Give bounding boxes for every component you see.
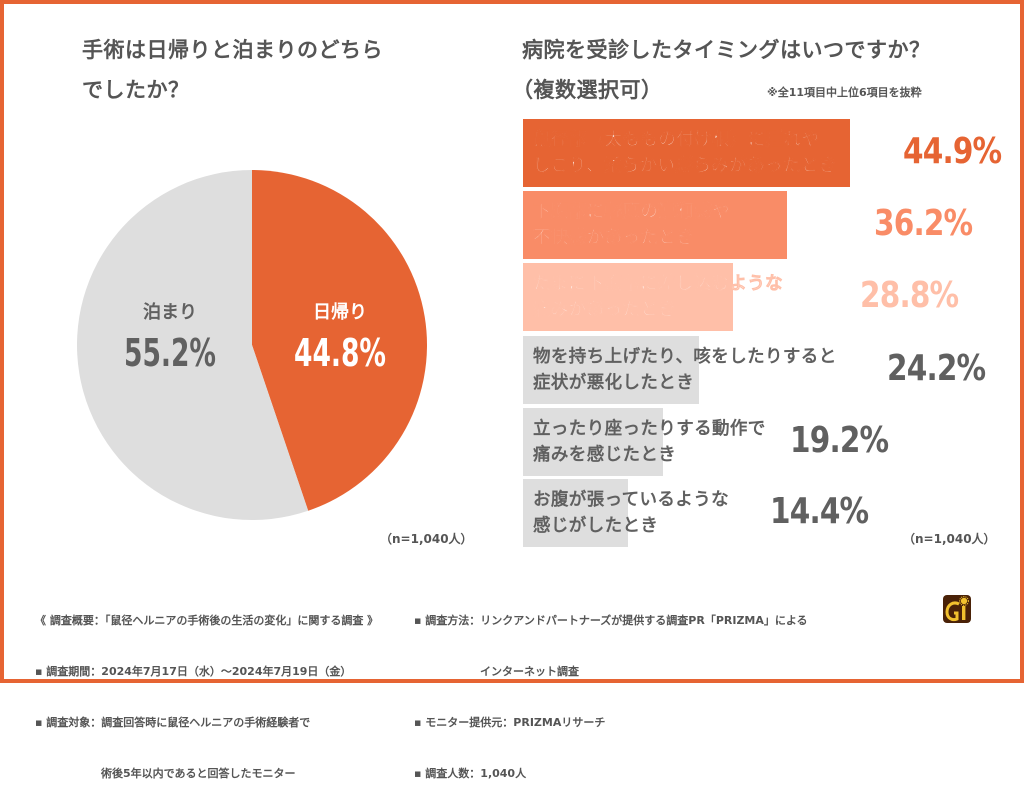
bar [523, 263, 733, 331]
monitor-provider: ▪ モニター提供元：PRIZMAリサーチ [414, 716, 606, 729]
bar-value-label: 44.9% [903, 131, 1002, 172]
survey-method-cont: インターネット調査 [414, 665, 579, 678]
bar [523, 336, 700, 404]
bar-value-label: 36.2% [874, 203, 973, 244]
bar-category-label: お腹が張っているような 感じがしたとき [533, 490, 730, 536]
bar-value-label: 19.2% [790, 420, 889, 461]
pie-title-line1: 手術は日帰りと泊まりのどちら [82, 38, 383, 62]
bar-chart-note: ※全11項目中上位6項目を抜粋 [767, 86, 922, 99]
gi-logo-icon [943, 595, 971, 623]
pie-sample-size: （n=1,040人） [380, 532, 473, 546]
bar-title-line2: （複数選択可） [512, 78, 663, 102]
pie-chart-title: 手術は日帰りと泊まりのどちら でしたか？ [82, 30, 442, 110]
bar-value-label: 28.8% [860, 275, 959, 316]
survey-method: ▪ 調査方法：リンクアンドパートナーズが提供する調査PR「PRIZMA」による [414, 614, 808, 627]
bar-value-label: 14.4% [770, 491, 869, 532]
survey-target: ▪ 調査対象：調査回答時に鼠径ヘルニアの手術経験者で [35, 716, 311, 729]
bar [523, 408, 663, 476]
pie-title-line2: でしたか？ [82, 78, 190, 102]
survey-target-cont: 術後5年以内であると回答したモニター [35, 767, 296, 780]
bar-category-label: たまに下腹部に差し込むような 痛みがあったとき [533, 274, 784, 321]
bar-sample-size: （n=1,040人） [903, 532, 996, 546]
bar [523, 119, 850, 187]
bar-category-label: 物を持ち上げたり、咳をしたりすると 症状が悪化したとき [533, 347, 837, 393]
bar-title-line1: 病院を受診したタイミングはいつですか？ [522, 38, 931, 62]
survey-summary-heading: 《 調査概要：「鼠径ヘルニアの手術後の生活の変化」に関する調査 》 [35, 614, 379, 627]
survey-respondents: ▪ 調査人数：1,040人 [414, 767, 527, 780]
bar-chart-title: 病院を受診したタイミングはいつですか？ （複数選択可） [512, 30, 1002, 110]
bar-category-label: 下腹部に軽度の違和感や 不快感があったとき [533, 202, 730, 249]
survey-period: ▪ 調査期間：2024年7月17日（水）～2024年7月19日（金） [35, 665, 352, 678]
bar-value-label: 24.2% [887, 348, 986, 389]
bar-category-label: 鼠径部（太ももの付け根）に腫れや しこり、柔らかい膨らみがあったとき [533, 130, 837, 177]
bar [523, 191, 787, 259]
bar [523, 479, 628, 547]
survey-summary-left: 《 調査概要：「鼠径ヘルニアの手術後の生活の変化」に関する調査 》 ▪ 調査期間… [35, 578, 378, 799]
bar-category-label: 立ったり座ったりする動作で 痛みを感じたとき [533, 419, 766, 465]
survey-summary-right: ▪ 調査方法：リンクアンドパートナーズが提供する調査PR「PRIZMA」による … [414, 578, 808, 799]
